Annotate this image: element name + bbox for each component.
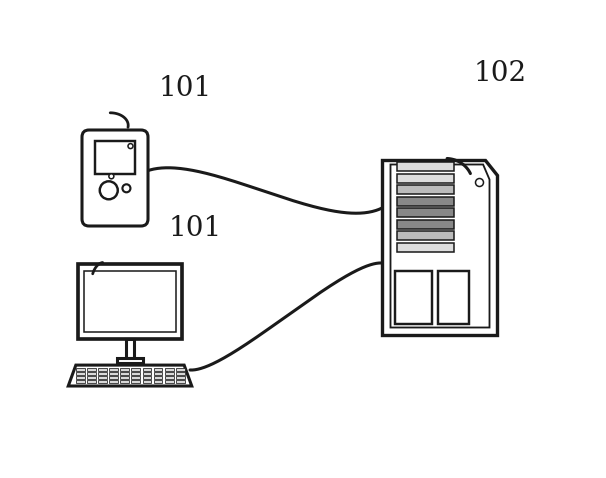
- Bar: [165, 376, 173, 379]
- Bar: [109, 368, 118, 370]
- Bar: [121, 376, 129, 379]
- Bar: [98, 372, 107, 375]
- Bar: [176, 368, 185, 370]
- Bar: [396, 231, 454, 240]
- Bar: [87, 368, 96, 370]
- Bar: [126, 338, 134, 358]
- Bar: [132, 376, 140, 379]
- Bar: [132, 372, 140, 375]
- FancyBboxPatch shape: [82, 130, 148, 226]
- Polygon shape: [390, 164, 490, 327]
- Bar: [396, 242, 454, 251]
- Circle shape: [128, 143, 133, 149]
- Bar: [165, 368, 173, 370]
- Circle shape: [122, 185, 130, 192]
- Circle shape: [100, 181, 118, 199]
- Bar: [109, 372, 118, 375]
- Bar: [132, 380, 140, 383]
- Bar: [76, 380, 85, 383]
- Bar: [87, 372, 96, 375]
- Bar: [84, 271, 176, 332]
- Bar: [154, 368, 162, 370]
- Bar: [78, 264, 182, 338]
- Bar: [396, 162, 454, 171]
- Bar: [165, 372, 173, 375]
- Bar: [396, 185, 454, 194]
- Bar: [87, 380, 96, 383]
- Bar: [396, 219, 454, 228]
- Bar: [396, 196, 454, 206]
- Bar: [395, 271, 433, 324]
- Bar: [76, 368, 85, 370]
- Bar: [98, 376, 107, 379]
- Bar: [396, 174, 454, 183]
- Bar: [142, 380, 152, 383]
- Bar: [109, 380, 118, 383]
- Bar: [121, 368, 129, 370]
- Bar: [396, 208, 454, 217]
- Bar: [176, 380, 185, 383]
- Bar: [109, 376, 118, 379]
- Bar: [76, 376, 85, 379]
- Bar: [154, 380, 162, 383]
- Bar: [154, 376, 162, 379]
- Bar: [142, 368, 152, 370]
- Bar: [76, 372, 85, 375]
- Circle shape: [109, 174, 114, 179]
- Bar: [165, 380, 173, 383]
- Text: 102: 102: [473, 59, 527, 87]
- Bar: [439, 271, 469, 324]
- Bar: [98, 380, 107, 383]
- Bar: [132, 368, 140, 370]
- Polygon shape: [382, 161, 498, 336]
- Text: 101: 101: [168, 215, 222, 241]
- Bar: [176, 376, 185, 379]
- Text: 101: 101: [158, 75, 211, 101]
- Bar: [176, 372, 185, 375]
- Bar: [98, 368, 107, 370]
- Bar: [95, 141, 135, 174]
- Bar: [121, 380, 129, 383]
- Circle shape: [476, 178, 484, 186]
- Bar: [154, 372, 162, 375]
- Bar: [121, 372, 129, 375]
- Bar: [117, 358, 143, 363]
- Bar: [142, 372, 152, 375]
- Bar: [142, 376, 152, 379]
- Polygon shape: [68, 365, 191, 386]
- Bar: [87, 376, 96, 379]
